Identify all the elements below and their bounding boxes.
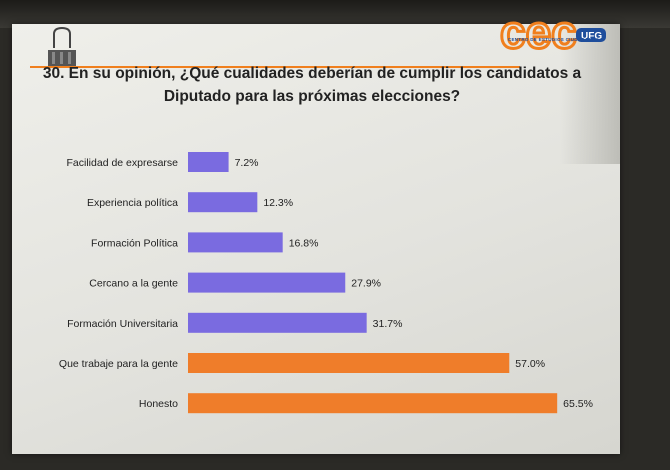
value-label: 31.7% (373, 318, 403, 330)
value-label: 16.8% (289, 237, 319, 249)
category-label: Honesto (139, 398, 178, 410)
value-label: 7.2% (235, 157, 259, 169)
value-label: 65.5% (563, 398, 593, 410)
category-label: Formación Universitaria (67, 318, 178, 330)
category-label: Experiencia política (87, 197, 178, 209)
category-label: Facilidad de expresarse (67, 157, 179, 169)
bar (188, 393, 558, 414)
projector-screen-top (0, 0, 670, 28)
question-line-2: Diputado para las próximas elecciones? (163, 88, 461, 105)
binder-clip-icon (48, 26, 76, 66)
logo-mark: cec (500, 6, 577, 58)
bar (188, 272, 346, 293)
category-label: Formación Política (91, 237, 178, 249)
logo-subtitle: CENTRO DE ESTUDIOS CIUDADANOS (507, 37, 600, 42)
cec-ufg-logo: cec UFG (499, 5, 606, 60)
page-curl (560, 24, 620, 164)
bar (188, 192, 258, 213)
bar (188, 232, 283, 253)
presentation-slide: cec UFG CENTRO DE ESTUDIOS CIUDADANOS 30… (12, 5, 620, 454)
value-label: 57.0% (515, 358, 545, 370)
value-label: 27.9% (351, 278, 381, 290)
category-label: Cercano a la gente (89, 278, 178, 290)
bar (188, 353, 510, 373)
bar (188, 312, 367, 333)
category-label: Que trabaje para la gente (59, 358, 178, 370)
question-title: 30. En su opinión, ¿Qué cualidades deber… (42, 62, 582, 108)
question-line-1: 30. En su opinión, ¿Qué cualidades deber… (42, 65, 582, 82)
bar (188, 152, 229, 172)
value-label: 12.3% (263, 197, 293, 209)
logo-badge: UFG (581, 31, 602, 42)
header-divider (30, 66, 520, 68)
